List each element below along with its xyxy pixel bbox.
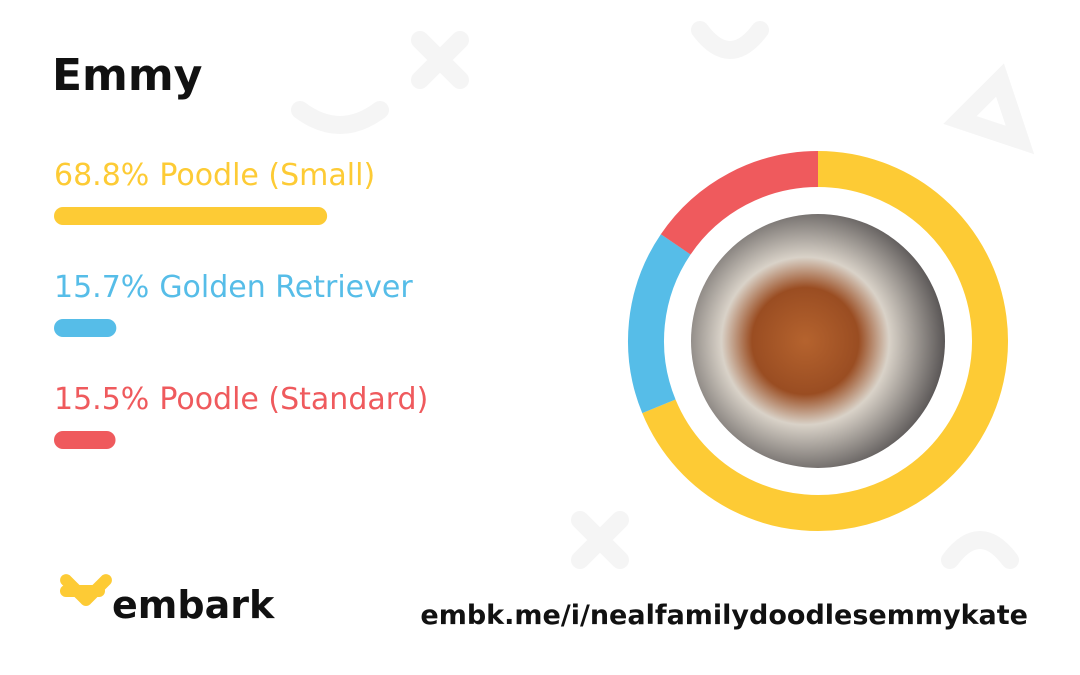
background-pattern [291, 21, 1035, 569]
embark-logo-icon [60, 574, 112, 606]
breed-label: 68.8% Poodle (Small) [54, 158, 375, 193]
breed-bar [54, 207, 328, 225]
share-url: embk.me/i/nealfamilydoodlesemmykate [420, 600, 1028, 631]
donut-segment [642, 151, 1008, 531]
breed-percent: 68.8% [54, 158, 149, 193]
donut-segment [660, 151, 819, 255]
donut [628, 151, 1008, 531]
breed-percent: 15.7% [54, 270, 149, 305]
breed-bar [54, 431, 116, 449]
dog-photo [691, 214, 945, 468]
brand: embark [112, 583, 275, 627]
breed-name: Golden Retriever [159, 270, 413, 305]
breed-list: 68.8% Poodle (Small) 15.7% Golden Retriever… [54, 158, 428, 449]
donut-segment [628, 234, 691, 414]
breed-label: 15.7% Golden Retriever [54, 270, 413, 305]
breed-bar [54, 319, 117, 337]
breed-name: Poodle (Standard) [159, 382, 428, 417]
breed-label: 15.5% Poodle (Standard) [54, 382, 428, 417]
dog-name: Emmy [52, 50, 202, 101]
breed-percent: 15.5% [54, 382, 149, 417]
breed-name: Poodle (Small) [159, 158, 375, 193]
